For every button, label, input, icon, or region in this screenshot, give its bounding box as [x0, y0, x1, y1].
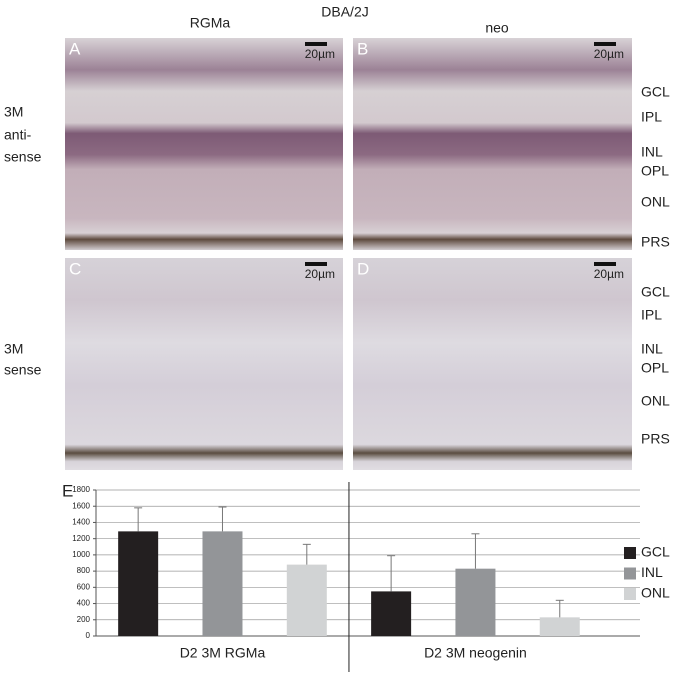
y-tick-label: 1600	[72, 501, 90, 510]
column-header: neo	[485, 20, 509, 36]
y-tick-label: 400	[77, 599, 91, 608]
layer-label: IPL	[641, 307, 662, 323]
y-tick-label: 1800	[72, 485, 90, 494]
layer-label: OPL	[641, 360, 669, 376]
panel-letter: C	[69, 259, 81, 278]
bar	[455, 568, 496, 636]
y-tick-label: 800	[77, 566, 91, 575]
panel-letter: B	[357, 39, 368, 58]
y-tick-label: 600	[77, 582, 91, 591]
layer-label: IPL	[641, 109, 662, 125]
micrograph	[65, 258, 343, 470]
scale-bar	[305, 42, 327, 46]
layer-label: GCL	[641, 84, 670, 100]
row-label: anti-	[4, 127, 32, 143]
layer-label: INL	[641, 341, 663, 357]
legend-label: ONL	[641, 585, 670, 601]
scale-bar	[594, 262, 616, 266]
scale-label: 20µm	[305, 267, 335, 281]
panel-letter: A	[69, 39, 81, 58]
row-label: sense	[4, 149, 42, 165]
bar	[118, 531, 159, 636]
bar	[539, 617, 580, 636]
scale-label: 20µm	[594, 47, 624, 61]
scale-bar	[594, 42, 616, 46]
legend-label: INL	[641, 564, 663, 580]
y-tick-label: 1000	[72, 550, 90, 559]
bar	[371, 591, 412, 636]
row-label: 3M	[4, 104, 23, 120]
scale-label: 20µm	[594, 267, 624, 281]
legend-swatch	[624, 547, 636, 559]
scale-bar	[305, 262, 327, 266]
row-label: 3M	[4, 341, 23, 357]
layer-label: ONL	[641, 194, 670, 210]
y-tick-label: 1200	[72, 534, 90, 543]
y-tick-label: 200	[77, 615, 91, 624]
bar	[286, 564, 327, 636]
legend-swatch	[624, 567, 636, 580]
panel-letter: E	[62, 481, 73, 500]
micrograph	[353, 258, 632, 470]
layer-label: PRS	[641, 234, 670, 250]
panel-letter: D	[357, 259, 369, 278]
bar	[202, 531, 243, 636]
layer-label: INL	[641, 144, 663, 160]
x-tick-label: D2 3M RGMa	[180, 645, 266, 661]
y-tick-label: 1400	[72, 518, 90, 527]
layer-label: PRS	[641, 431, 670, 447]
micrograph	[353, 38, 632, 250]
strain-header: DBA/2J	[321, 4, 368, 20]
y-tick-label: 0	[86, 631, 91, 640]
column-header: RGMa	[190, 15, 231, 31]
row-label: sense	[4, 362, 42, 378]
legend-label: GCL	[641, 544, 670, 560]
x-tick-label: D2 3M neogenin	[424, 645, 527, 661]
layer-label: GCL	[641, 284, 670, 300]
layer-label: ONL	[641, 393, 670, 409]
layer-label: OPL	[641, 163, 669, 179]
scale-label: 20µm	[305, 47, 335, 61]
micrograph	[65, 38, 343, 250]
legend-swatch	[624, 588, 636, 600]
